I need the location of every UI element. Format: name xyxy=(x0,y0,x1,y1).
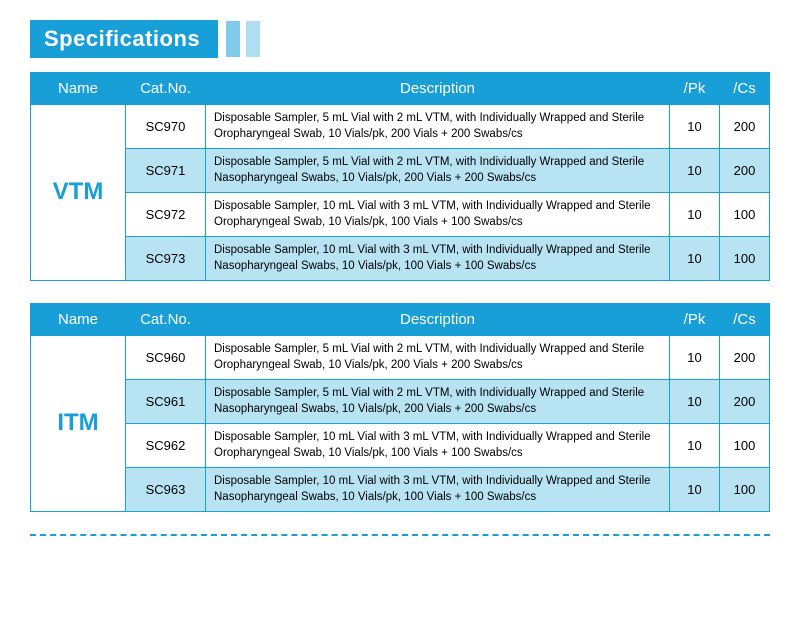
col-pk: /Pk xyxy=(670,73,720,105)
cell-cs: 100 xyxy=(720,193,770,237)
cell-pk: 10 xyxy=(670,424,720,468)
table-row: SC963 Disposable Sampler, 10 mL Vial wit… xyxy=(31,468,770,512)
cell-desc: Disposable Sampler, 5 mL Vial with 2 mL … xyxy=(206,105,670,149)
group-name: VTM xyxy=(31,105,126,281)
table-row: ITM SC960 Disposable Sampler, 5 mL Vial … xyxy=(31,336,770,380)
table-row: SC962 Disposable Sampler, 10 mL Vial wit… xyxy=(31,424,770,468)
cell-cs: 100 xyxy=(720,237,770,281)
cell-cat: SC963 xyxy=(126,468,206,512)
table-row: VTM SC970 Disposable Sampler, 5 mL Vial … xyxy=(31,105,770,149)
cell-pk: 10 xyxy=(670,468,720,512)
cell-pk: 10 xyxy=(670,380,720,424)
cell-cat: SC960 xyxy=(126,336,206,380)
decor-stripe-icon xyxy=(246,21,260,57)
col-cat: Cat.No. xyxy=(126,73,206,105)
cell-pk: 10 xyxy=(670,237,720,281)
cell-pk: 10 xyxy=(670,149,720,193)
cell-desc: Disposable Sampler, 10 mL Vial with 3 mL… xyxy=(206,237,670,281)
specifications-header: Specifications xyxy=(30,20,770,58)
col-cs: /Cs xyxy=(720,304,770,336)
cell-cat: SC972 xyxy=(126,193,206,237)
decor-stripe-icon xyxy=(226,21,240,57)
col-pk: /Pk xyxy=(670,304,720,336)
cell-cat: SC962 xyxy=(126,424,206,468)
cell-desc: Disposable Sampler, 10 mL Vial with 3 mL… xyxy=(206,424,670,468)
cell-cat: SC971 xyxy=(126,149,206,193)
col-desc: Description xyxy=(206,73,670,105)
cell-cs: 100 xyxy=(720,424,770,468)
cell-desc: Disposable Sampler, 5 mL Vial with 2 mL … xyxy=(206,380,670,424)
cell-cs: 100 xyxy=(720,468,770,512)
cell-pk: 10 xyxy=(670,105,720,149)
cell-cat: SC973 xyxy=(126,237,206,281)
table-row: SC973 Disposable Sampler, 10 mL Vial wit… xyxy=(31,237,770,281)
col-cs: /Cs xyxy=(720,73,770,105)
table-row: SC961 Disposable Sampler, 5 mL Vial with… xyxy=(31,380,770,424)
cell-pk: 10 xyxy=(670,193,720,237)
col-desc: Description xyxy=(206,304,670,336)
table-header-row: Name Cat.No. Description /Pk /Cs xyxy=(31,304,770,336)
cell-cs: 200 xyxy=(720,105,770,149)
footer-divider xyxy=(30,534,770,536)
table-row: SC971 Disposable Sampler, 5 mL Vial with… xyxy=(31,149,770,193)
cell-desc: Disposable Sampler, 5 mL Vial with 2 mL … xyxy=(206,149,670,193)
col-cat: Cat.No. xyxy=(126,304,206,336)
specifications-title: Specifications xyxy=(30,20,218,58)
cell-cat: SC970 xyxy=(126,105,206,149)
spec-table-vtm: Name Cat.No. Description /Pk /Cs VTM SC9… xyxy=(30,72,770,281)
cell-cat: SC961 xyxy=(126,380,206,424)
table-header-row: Name Cat.No. Description /Pk /Cs xyxy=(31,73,770,105)
col-name: Name xyxy=(31,304,126,336)
cell-cs: 200 xyxy=(720,336,770,380)
spec-table-itm: Name Cat.No. Description /Pk /Cs ITM SC9… xyxy=(30,303,770,512)
cell-cs: 200 xyxy=(720,380,770,424)
cell-desc: Disposable Sampler, 5 mL Vial with 2 mL … xyxy=(206,336,670,380)
cell-cs: 200 xyxy=(720,149,770,193)
cell-pk: 10 xyxy=(670,336,720,380)
group-name: ITM xyxy=(31,336,126,512)
cell-desc: Disposable Sampler, 10 mL Vial with 3 mL… xyxy=(206,193,670,237)
cell-desc: Disposable Sampler, 10 mL Vial with 3 mL… xyxy=(206,468,670,512)
table-row: SC972 Disposable Sampler, 10 mL Vial wit… xyxy=(31,193,770,237)
col-name: Name xyxy=(31,73,126,105)
